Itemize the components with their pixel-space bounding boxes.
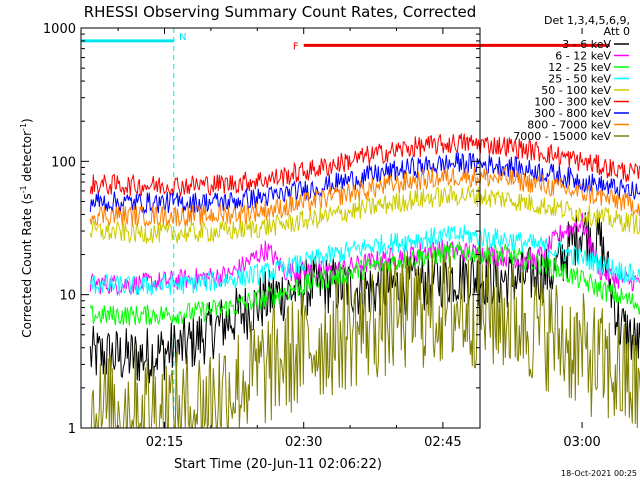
chart-title: RHESSI Observing Summary Count Rates, Co…	[84, 3, 477, 21]
legend-header: Det 1,3,4,5,6,9,	[544, 14, 630, 27]
flare-label: F	[293, 41, 299, 52]
series-line	[89, 241, 640, 326]
legend-entry-label: 7000 - 15000 keV	[513, 130, 611, 143]
y-tick-label: 10	[59, 289, 76, 304]
series-line	[89, 166, 640, 229]
x-tick-label: 02:30	[285, 435, 322, 450]
legend-entry-label: 300 - 800 keV	[534, 107, 611, 120]
legend-entry-label: 100 - 300 keV	[534, 96, 611, 109]
footer-date: 18-Oct-2021 00:25	[561, 469, 637, 478]
series-line	[89, 224, 640, 297]
plot-frame	[80, 27, 481, 429]
x-axis-label: Start Time (20-Jun-11 02:06:22)	[174, 457, 382, 472]
y-tick-label: 100	[51, 155, 76, 170]
series-line	[90, 251, 640, 429]
y-tick-label: 1	[68, 422, 76, 437]
series-line	[89, 133, 640, 198]
series-line	[89, 184, 640, 245]
y-tick-label: 1000	[43, 22, 76, 37]
legend-entry-label: 25 - 50 keV	[548, 73, 611, 86]
x-tick-label: 02:45	[424, 435, 461, 450]
night-label: N	[179, 32, 186, 43]
legend-entry-label: 50 - 100 keV	[541, 84, 611, 97]
x-tick-label: 02:15	[146, 435, 183, 450]
legend-entry-label: 12 - 25 keV	[548, 61, 611, 74]
legend-header: Att 0	[604, 25, 630, 38]
legend-entry-label: 6 - 12 keV	[555, 50, 611, 63]
legend-entry-label: 3 - 6 keV	[562, 38, 611, 51]
annotations: NF	[81, 28, 610, 428]
x-tick-label: 03:00	[563, 435, 600, 450]
series-line	[89, 209, 640, 384]
y-axis-label: Corrected Count Rate (s-1 detector-1)	[19, 118, 34, 337]
axes: 02:1502:3002:4503:0003:1503:3003:4511010…	[43, 22, 601, 450]
series-lines	[89, 133, 640, 429]
legend-entry-label: 800 - 7000 keV	[527, 119, 611, 132]
